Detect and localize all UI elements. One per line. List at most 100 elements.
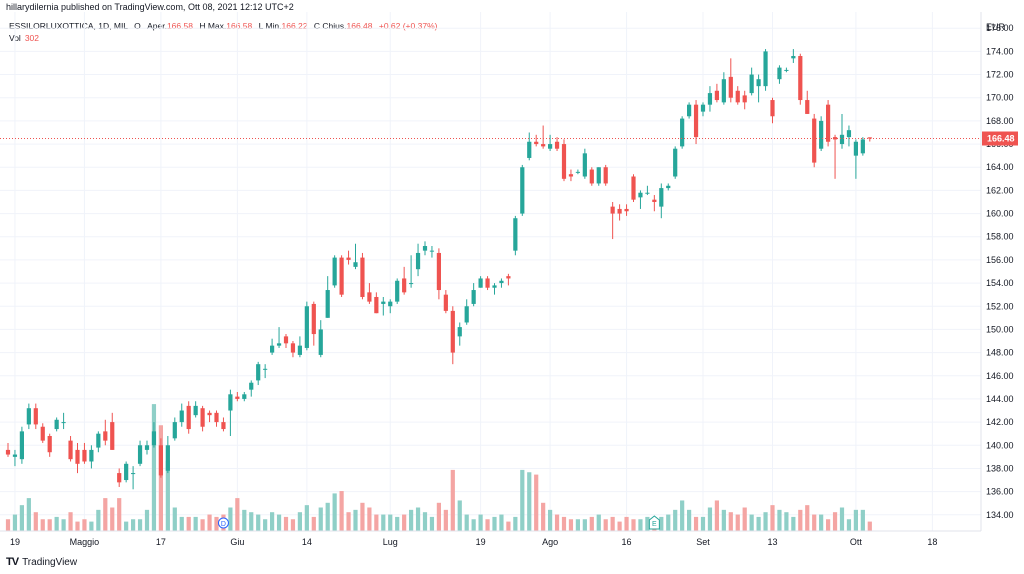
volume-bar	[575, 519, 580, 531]
currency-label[interactable]: EUR	[986, 22, 1006, 32]
candle-body	[784, 69, 789, 71]
high-label: Max.	[207, 21, 227, 31]
candle-body	[693, 104, 699, 138]
candle-body	[610, 206, 615, 214]
candle-body	[117, 473, 122, 483]
close-label: Chius.	[322, 21, 347, 31]
open-value: 166.58	[166, 21, 193, 31]
candle-body	[297, 345, 302, 355]
candle-body	[561, 144, 567, 179]
candle-body	[568, 174, 574, 177]
volume-bar	[839, 507, 845, 531]
candle-body	[353, 262, 358, 267]
volume-bar	[124, 521, 129, 531]
volume-bar	[554, 514, 560, 531]
candle-body	[638, 192, 643, 198]
x-tick-label: 13	[767, 537, 777, 547]
event-label: E	[652, 521, 657, 528]
candle-body	[221, 422, 226, 430]
candle-body	[103, 431, 108, 441]
y-tick-label: 160.00	[986, 209, 1014, 219]
candle-body	[318, 329, 323, 355]
volume-bar	[666, 514, 671, 531]
volume-bar	[381, 514, 386, 531]
y-tick-label: 136.00	[986, 487, 1014, 497]
volume-bar	[624, 516, 629, 531]
candle-body	[207, 412, 212, 416]
volume-bar	[693, 516, 699, 531]
y-tick-label: 172.00	[986, 70, 1014, 80]
earnings-event-icon[interactable]: E	[648, 515, 660, 530]
volume-bar	[33, 512, 38, 531]
event-label: D	[221, 521, 226, 528]
candle-body	[332, 257, 337, 286]
candle-body	[756, 79, 761, 87]
candle-body	[527, 141, 532, 158]
y-tick-label: 174.00	[986, 46, 1014, 56]
candle-body	[666, 185, 671, 189]
volume-bar	[659, 516, 664, 531]
volume-bar	[40, 519, 45, 531]
volume-bar	[826, 519, 831, 531]
volume-bar	[263, 519, 268, 531]
candle-body	[144, 445, 150, 450]
volume-bar	[283, 516, 289, 531]
volume-bar	[158, 425, 163, 531]
last-price-value: 166.48	[987, 134, 1015, 144]
y-tick-label: 146.00	[986, 371, 1014, 381]
volume-bar	[777, 509, 782, 531]
high-prefix: H	[199, 21, 206, 31]
footer: TV TradingView	[6, 556, 77, 568]
volume-bar	[631, 519, 636, 531]
candle-body	[798, 56, 803, 101]
volume-bar	[96, 509, 101, 531]
volume-bar	[110, 507, 115, 531]
volume-bar	[137, 519, 143, 531]
volume-bar	[5, 519, 11, 531]
volume-bar	[276, 514, 282, 531]
volume-bar	[332, 493, 337, 531]
x-tick-label: Giu	[230, 537, 244, 547]
volume-bar	[443, 509, 448, 531]
volume-bar	[179, 516, 184, 531]
candle-body	[415, 252, 421, 270]
candle-body	[499, 280, 504, 284]
volume-bar	[638, 519, 643, 531]
candle-body	[374, 296, 379, 314]
symbol-label[interactable]: ESSILORLUXOTTICA, 1D, MIL	[9, 21, 128, 31]
candle-body	[819, 120, 824, 149]
x-tick-label: 18	[927, 537, 937, 547]
volume-bar	[353, 509, 358, 531]
candle-body	[513, 218, 518, 251]
candle-body	[124, 463, 129, 481]
candle-body	[714, 90, 719, 101]
volume-bar	[548, 509, 553, 531]
candle-body	[506, 276, 511, 279]
volume-bar	[75, 521, 80, 531]
volume-bar	[450, 469, 455, 531]
dividend-event-icon[interactable]: D	[217, 517, 229, 529]
volume-bar	[714, 500, 719, 531]
candle-body	[422, 246, 428, 251]
volume-bar	[395, 516, 400, 531]
x-tick-label: 14	[302, 537, 312, 547]
volume-bar	[457, 500, 462, 531]
candle-body	[742, 95, 747, 103]
volume-bar	[589, 516, 594, 531]
x-tick-label: 16	[622, 537, 632, 547]
candle-body	[172, 422, 177, 439]
candle-body	[89, 449, 94, 462]
volume-bar	[151, 404, 157, 531]
x-tick-label: Maggio	[70, 537, 100, 547]
volume-bar	[325, 502, 330, 531]
y-tick-label: 158.00	[986, 232, 1014, 242]
candle-body	[812, 118, 817, 163]
volume-bar	[193, 516, 198, 531]
candle-body	[200, 408, 205, 427]
volume-bar	[346, 512, 351, 531]
candle-body	[492, 285, 497, 288]
volume-bar	[82, 519, 87, 531]
volume-bar	[47, 519, 52, 531]
